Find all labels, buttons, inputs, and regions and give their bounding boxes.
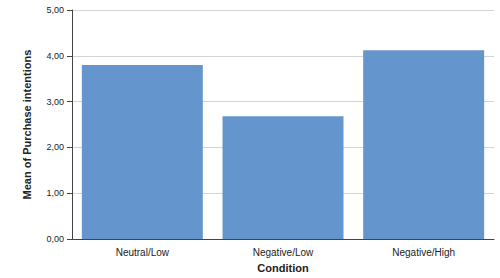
svg-text:0,00: 0,00 — [46, 234, 64, 244]
svg-text:2,00: 2,00 — [46, 142, 64, 152]
svg-text:Neutral/Low: Neutral/Low — [116, 247, 170, 258]
svg-text:1,00: 1,00 — [46, 188, 64, 198]
svg-text:Negative/Low: Negative/Low — [253, 247, 314, 258]
svg-text:Condition: Condition — [257, 262, 309, 274]
svg-text:Negative/High: Negative/High — [392, 247, 455, 258]
svg-text:3,00: 3,00 — [46, 97, 64, 107]
svg-text:5,00: 5,00 — [46, 5, 64, 15]
svg-text:4,00: 4,00 — [46, 51, 64, 61]
svg-text:Mean of Purchase intentions: Mean of Purchase intentions — [21, 50, 33, 200]
